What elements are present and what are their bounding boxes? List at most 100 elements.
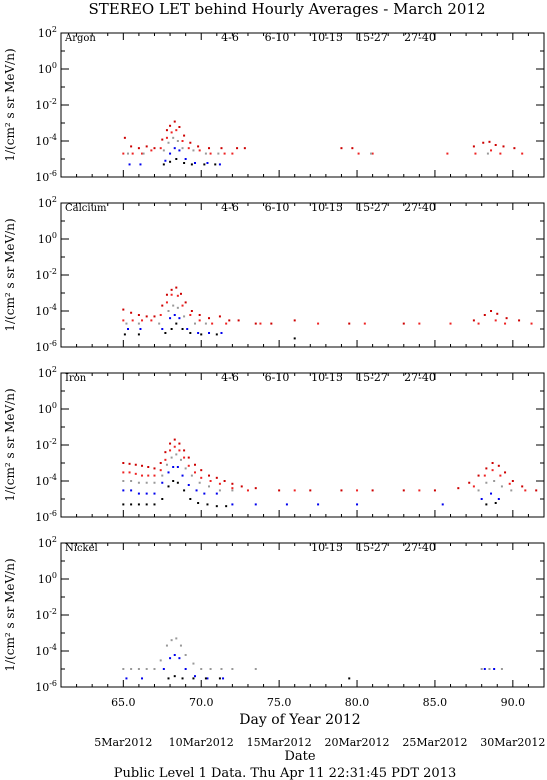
data-point [175, 322, 178, 325]
data-point [206, 503, 209, 506]
data-point [499, 152, 502, 155]
data-point [189, 331, 192, 334]
data-point [231, 489, 234, 492]
data-point [169, 317, 172, 320]
data-point [491, 469, 494, 472]
data-point [259, 322, 262, 325]
data-point [483, 313, 486, 316]
data-point [363, 322, 366, 325]
data-point [130, 145, 133, 148]
data-point [518, 319, 521, 322]
data-point [134, 472, 137, 475]
data-point [162, 149, 165, 152]
data-point [169, 657, 172, 660]
data-point [231, 152, 234, 155]
data-point [488, 140, 491, 143]
data-point [158, 322, 161, 325]
series-27-40 [122, 480, 497, 508]
data-point [141, 152, 144, 155]
data-point [181, 474, 184, 477]
data-point [137, 322, 140, 325]
data-point [137, 147, 140, 150]
data-point [524, 489, 527, 492]
data-point [200, 668, 203, 670]
legend-15-27: 15-27 [356, 371, 388, 384]
data-point [162, 163, 165, 166]
data-point [418, 322, 421, 325]
data-point [472, 319, 475, 322]
y-axis-label: 1/(cm² s sr MeV/n) [3, 388, 17, 501]
y-tick-label: 10-4 [35, 303, 57, 318]
data-point [131, 152, 134, 155]
y-tick-label: 10-6 [35, 169, 57, 184]
data-point [175, 129, 178, 132]
data-point [513, 147, 516, 150]
data-point [189, 141, 192, 144]
data-point [172, 480, 175, 482]
data-point [184, 668, 187, 670]
data-point [477, 474, 480, 477]
data-point [215, 492, 218, 495]
legend-27-40: 27-40 [404, 371, 436, 384]
series-4-6 [123, 120, 516, 150]
data-point [141, 474, 144, 477]
data-point [122, 462, 125, 464]
y-tick-label: 100 [38, 231, 57, 246]
data-point [165, 129, 168, 132]
data-point [169, 152, 172, 155]
data-point [535, 489, 538, 492]
legend-27-40: 27-40 [404, 541, 436, 554]
y-axis-label: 1/(cm² s sr MeV/n) [3, 48, 17, 161]
data-point [134, 463, 137, 466]
data-point [122, 471, 125, 474]
data-point [122, 319, 125, 322]
data-point [449, 322, 452, 325]
data-point [169, 124, 172, 127]
data-point [493, 668, 496, 670]
data-point [193, 322, 196, 325]
x-axis-label-date: Date [284, 749, 315, 764]
data-point [122, 503, 125, 506]
data-point [477, 489, 480, 492]
data-point [175, 637, 178, 640]
data-point [184, 158, 187, 160]
data-point [457, 487, 460, 490]
legend-27-40: 27-40 [404, 31, 436, 44]
data-point [173, 147, 176, 150]
data-point [468, 481, 471, 484]
element-label: Argon [64, 33, 96, 44]
series-15-27 [125, 653, 496, 680]
data-point [183, 315, 186, 318]
data-point [139, 163, 142, 166]
data-point [145, 315, 148, 318]
data-point [187, 147, 190, 150]
data-point [167, 485, 170, 488]
data-point [137, 492, 140, 495]
data-point [222, 677, 225, 680]
data-point [220, 331, 223, 334]
data-point [356, 489, 359, 492]
data-point [141, 319, 144, 322]
data-point [165, 644, 168, 647]
data-point [181, 328, 184, 330]
data-point [122, 480, 125, 482]
data-point [223, 480, 226, 482]
data-point [370, 152, 373, 155]
data-point [485, 481, 488, 484]
data-point [214, 163, 217, 166]
panel-iron: 10-6 10-4 10-2 100 102 Iron 4-6 6-10 10-15 15-27 2… [3, 365, 545, 524]
series-6-10 [122, 129, 524, 155]
data-point [270, 322, 273, 325]
data-point [122, 668, 125, 670]
data-point [175, 158, 178, 160]
data-point [145, 492, 148, 495]
data-point [502, 145, 505, 148]
data-point [504, 322, 507, 325]
data-point [215, 476, 218, 479]
data-point [161, 498, 164, 500]
data-point [243, 147, 246, 150]
panel-calcium: 10-6 10-4 10-2 100 102 Calcium 4-6 6-10 10-15 15-… [3, 195, 545, 354]
panel-frame [60, 542, 545, 688]
data-point [500, 485, 503, 488]
data-point [200, 469, 203, 472]
